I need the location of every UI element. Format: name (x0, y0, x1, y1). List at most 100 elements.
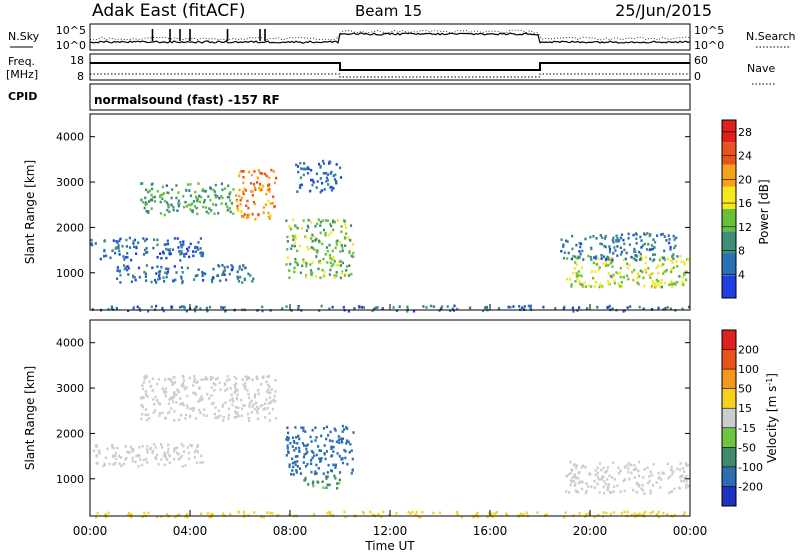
heatmap-cell (140, 198, 143, 202)
heatmap-cell (212, 401, 215, 405)
heatmap-cell (246, 199, 249, 203)
heatmap-cell (640, 239, 643, 242)
heatmap-cell (186, 446, 189, 449)
heatmap-cell (683, 476, 686, 480)
heatmap-cell (143, 270, 146, 274)
heatmap-cell (148, 189, 151, 193)
colorbar-tick-label: -200 (738, 480, 763, 493)
heatmap-cell (578, 241, 581, 245)
heatmap-cell (316, 180, 319, 183)
heatmap-cell (212, 203, 215, 206)
heatmap-cell (571, 476, 574, 480)
heatmap-cell (152, 411, 155, 414)
heatmap-cell (348, 251, 351, 255)
heatmap-cell (208, 515, 211, 519)
heatmap-cell (213, 412, 216, 416)
heatmap-cell (675, 260, 678, 263)
heatmap-cell (300, 426, 303, 429)
heatmap-cell (604, 245, 607, 249)
heatmap-cell (376, 306, 379, 309)
heatmap-cell (208, 397, 211, 400)
heatmap-cell (619, 246, 622, 250)
heatmap-cell (584, 237, 587, 241)
heatmap-cell (322, 172, 325, 175)
heatmap-cell (649, 276, 652, 279)
heatmap-cell (268, 190, 271, 193)
heatmap-cell (257, 389, 260, 392)
heatmap-cell (145, 279, 148, 282)
heatmap-cell (166, 242, 170, 246)
heatmap-cell (145, 210, 148, 213)
heatmap-cell (267, 391, 271, 395)
colorbar-segment (722, 142, 736, 165)
heatmap-cell (194, 393, 197, 396)
heatmap-cell (107, 511, 110, 515)
heatmap-cell (200, 254, 203, 257)
heatmap-cell (291, 445, 294, 448)
heatmap-cell (292, 465, 295, 469)
heatmap-cell (193, 374, 196, 378)
heatmap-cell (208, 305, 212, 309)
heatmap-cell (333, 220, 336, 224)
heatmap-cell (685, 475, 688, 478)
heatmap-cell (214, 406, 217, 409)
heatmap-cell (587, 284, 590, 287)
heatmap-cell (415, 510, 418, 514)
heatmap-cell (214, 377, 217, 381)
heatmap-cell (154, 456, 157, 459)
heatmap-cell (336, 486, 339, 490)
heatmap-cell (598, 266, 601, 269)
heatmap-cell (594, 469, 597, 472)
heatmap-cell (260, 515, 263, 518)
heatmap-cell (291, 436, 295, 440)
heatmap-cell (481, 309, 485, 313)
heatmap-cell (680, 474, 683, 478)
heatmap-cell (683, 273, 686, 276)
heatmap-cell (647, 267, 650, 270)
heatmap-cell (247, 213, 250, 217)
heatmap-cell (171, 400, 175, 404)
heatmap-cell (310, 440, 313, 443)
nave-line (90, 73, 690, 78)
heatmap-cell (156, 453, 159, 457)
heatmap-cell (181, 305, 184, 308)
heatmap-cell (261, 403, 264, 407)
heatmap-cell (309, 263, 312, 266)
heatmap-cell (685, 479, 688, 483)
heatmap-cell (684, 270, 687, 274)
heatmap-cell (564, 511, 567, 514)
heatmap-cell (586, 307, 589, 310)
heatmap-cell (211, 513, 214, 516)
heatmap-cell (319, 224, 322, 227)
heatmap-cell (170, 407, 173, 410)
heatmap-cell (140, 417, 143, 421)
heatmap-cell (248, 404, 251, 408)
heatmap-cell (153, 443, 156, 446)
heatmap-cell (628, 243, 631, 246)
heatmap-cell (600, 478, 603, 481)
heatmap-cell (653, 246, 656, 249)
heatmap-cell (199, 251, 202, 255)
heatmap-cell (332, 220, 335, 224)
heatmap-cell (229, 512, 232, 516)
heatmap-cell (414, 513, 417, 516)
heatmap-cell (173, 265, 176, 268)
heatmap-cell (196, 199, 199, 203)
heatmap-cell (161, 411, 164, 415)
heatmap-cell (612, 511, 616, 514)
heatmap-cell (318, 449, 321, 452)
heatmap-cell (146, 250, 149, 254)
heatmap-cell (333, 276, 336, 279)
heatmap-cell (529, 304, 532, 308)
heatmap-cell (237, 406, 240, 409)
heatmap-cell (604, 471, 607, 474)
heatmap-cell (344, 272, 347, 276)
heatmap-cell (185, 252, 188, 255)
heatmap-cell (571, 306, 574, 310)
heatmap-cell (669, 475, 672, 478)
heatmap-cell (636, 281, 639, 284)
heatmap-cell (294, 455, 297, 458)
heatmap-cell (343, 448, 346, 452)
heatmap-cell (151, 389, 154, 392)
heatmap-cell (193, 380, 196, 384)
